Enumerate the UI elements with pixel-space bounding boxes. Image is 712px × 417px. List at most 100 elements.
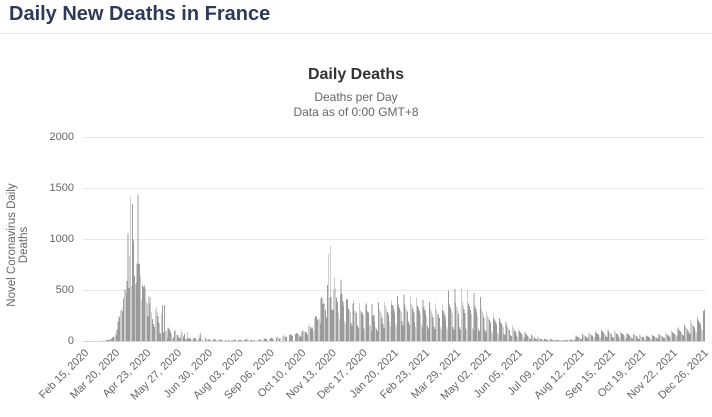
- bar[interactable]: [259, 339, 261, 341]
- bar[interactable]: [654, 336, 655, 341]
- bar[interactable]: [338, 319, 340, 341]
- bar[interactable]: [578, 337, 580, 341]
- bar[interactable]: [661, 336, 663, 341]
- bar[interactable]: [539, 338, 540, 341]
- bar[interactable]: [491, 332, 493, 341]
- bar[interactable]: [460, 287, 462, 341]
- bar[interactable]: [695, 332, 697, 341]
- bar[interactable]: [617, 334, 619, 341]
- bar[interactable]: [235, 339, 236, 341]
- bar[interactable]: [384, 302, 386, 341]
- bar[interactable]: [363, 327, 365, 341]
- bar[interactable]: [446, 326, 448, 341]
- bar[interactable]: [636, 336, 638, 341]
- bar[interactable]: [322, 303, 324, 341]
- bar[interactable]: [470, 309, 471, 341]
- bar[interactable]: [477, 315, 479, 341]
- bar[interactable]: [348, 308, 349, 341]
- bar[interactable]: [302, 330, 304, 341]
- bar[interactable]: [530, 338, 531, 341]
- bar[interactable]: [703, 311, 704, 341]
- bar[interactable]: [439, 326, 441, 341]
- bar[interactable]: [159, 332, 161, 341]
- bar[interactable]: [123, 298, 124, 341]
- bar[interactable]: [191, 340, 193, 341]
- bar[interactable]: [450, 307, 451, 341]
- bar[interactable]: [614, 332, 616, 341]
- bar[interactable]: [169, 329, 171, 341]
- bar[interactable]: [389, 326, 391, 341]
- bar[interactable]: [501, 325, 503, 342]
- bar[interactable]: [489, 319, 490, 341]
- bar[interactable]: [449, 304, 450, 341]
- bar[interactable]: [464, 312, 466, 341]
- bar[interactable]: [562, 340, 563, 341]
- bar[interactable]: [119, 317, 121, 341]
- bar[interactable]: [370, 330, 372, 341]
- bar[interactable]: [463, 308, 465, 341]
- bar[interactable]: [246, 339, 248, 341]
- bar[interactable]: [599, 336, 601, 341]
- bar[interactable]: [373, 315, 375, 341]
- bar[interactable]: [152, 318, 153, 341]
- bar[interactable]: [272, 339, 274, 341]
- bar[interactable]: [669, 336, 671, 341]
- bar[interactable]: [222, 339, 224, 341]
- bar[interactable]: [114, 333, 116, 341]
- bar[interactable]: [205, 337, 206, 341]
- bar[interactable]: [690, 320, 692, 341]
- bar[interactable]: [541, 339, 543, 341]
- bar[interactable]: [676, 336, 678, 341]
- bar[interactable]: [562, 339, 564, 341]
- bar[interactable]: [506, 324, 508, 341]
- bar[interactable]: [514, 331, 516, 341]
- bar[interactable]: [136, 263, 138, 341]
- bar[interactable]: [543, 338, 545, 341]
- bar[interactable]: [454, 289, 456, 341]
- bar[interactable]: [138, 264, 140, 341]
- bar[interactable]: [145, 301, 147, 341]
- bar[interactable]: [640, 335, 642, 341]
- bar[interactable]: [488, 317, 490, 341]
- bar[interactable]: [252, 340, 254, 341]
- bar[interactable]: [616, 333, 618, 341]
- bar[interactable]: [180, 335, 182, 341]
- bar[interactable]: [317, 319, 318, 341]
- bar[interactable]: [609, 332, 611, 341]
- bar[interactable]: [408, 321, 409, 341]
- bar[interactable]: [649, 337, 651, 341]
- bar[interactable]: [340, 279, 342, 341]
- bar[interactable]: [263, 338, 265, 341]
- bar[interactable]: [378, 309, 380, 341]
- bar[interactable]: [415, 326, 417, 341]
- bar[interactable]: [480, 308, 482, 341]
- bar[interactable]: [343, 305, 345, 341]
- bar[interactable]: [308, 324, 310, 341]
- bar[interactable]: [202, 338, 204, 341]
- bar[interactable]: [429, 308, 431, 341]
- bar[interactable]: [345, 323, 347, 341]
- bar[interactable]: [307, 334, 308, 341]
- bar[interactable]: [141, 300, 143, 341]
- bar[interactable]: [197, 340, 199, 341]
- bar[interactable]: [181, 330, 183, 341]
- bar[interactable]: [336, 297, 337, 341]
- bar[interactable]: [434, 328, 436, 341]
- bar[interactable]: [696, 315, 698, 341]
- bar[interactable]: [187, 338, 189, 341]
- bar[interactable]: [635, 336, 637, 341]
- bar[interactable]: [221, 339, 223, 341]
- bar[interactable]: [675, 335, 677, 341]
- bar[interactable]: [462, 305, 464, 342]
- bar[interactable]: [428, 328, 429, 341]
- bar[interactable]: [410, 303, 412, 341]
- bar[interactable]: [485, 331, 487, 341]
- bar[interactable]: [432, 317, 434, 341]
- bar[interactable]: [231, 340, 233, 341]
- bar[interactable]: [161, 314, 163, 341]
- bar[interactable]: [466, 329, 468, 341]
- bar[interactable]: [639, 334, 641, 341]
- bar[interactable]: [347, 298, 348, 341]
- bar[interactable]: [173, 337, 174, 341]
- bar[interactable]: [170, 332, 172, 341]
